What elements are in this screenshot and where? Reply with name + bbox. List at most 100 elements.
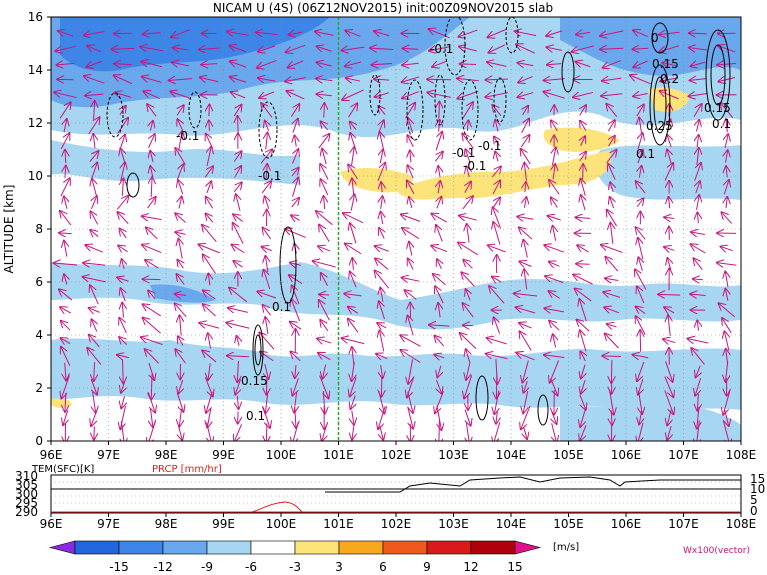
wind-vector xyxy=(408,359,412,384)
x-tick-label: 103E xyxy=(438,448,469,462)
wind-vector xyxy=(323,364,326,379)
wind-vector xyxy=(467,224,469,243)
wind-vector xyxy=(202,225,217,242)
wind-vector xyxy=(551,197,557,208)
wind-vector xyxy=(523,106,529,116)
wind-vector xyxy=(543,92,565,99)
wind-vector xyxy=(462,133,474,149)
wind-vector xyxy=(120,149,125,165)
sub-y2-tick-label: 0 xyxy=(750,504,758,518)
wind-vector xyxy=(488,245,506,253)
wind-vector xyxy=(460,333,477,350)
wind-vector xyxy=(660,91,679,100)
wind-vector xyxy=(546,47,562,50)
wind-vector xyxy=(258,78,276,81)
wind-vector xyxy=(145,349,159,364)
wind-vector xyxy=(516,44,535,54)
wind-vector xyxy=(90,162,97,182)
wind-vector xyxy=(427,92,451,97)
wind-vector xyxy=(140,47,164,51)
wind-vector xyxy=(720,103,734,119)
wind-vector xyxy=(575,62,591,67)
wind-vector xyxy=(606,104,618,118)
y-tick-label: 6 xyxy=(35,275,43,289)
wind-vector xyxy=(466,166,469,178)
wind-vector xyxy=(265,256,267,273)
wind-vector xyxy=(89,151,99,162)
wind-vector xyxy=(408,259,413,270)
sub-y-tick-label: 295 xyxy=(15,496,38,510)
wind-vector xyxy=(58,31,74,36)
wind-vector xyxy=(437,197,442,209)
wind-vector xyxy=(581,136,586,146)
y-tick-label: 4 xyxy=(35,328,43,342)
colorbar-segment xyxy=(206,540,252,555)
x-tick-label: 96E xyxy=(40,448,63,462)
wind-vector xyxy=(321,121,328,131)
sub-x-tick-label: 99E xyxy=(212,517,235,531)
wind-vector xyxy=(429,47,450,51)
contour-label: -0.1 xyxy=(452,146,475,160)
wind-vector xyxy=(697,195,700,211)
colorbar-tick-label: 12 xyxy=(463,560,478,574)
wind-vector xyxy=(494,317,501,334)
wind-vector xyxy=(439,102,440,119)
wind-vector xyxy=(722,318,732,334)
wind-vector xyxy=(317,62,332,66)
wind-vector xyxy=(577,245,589,253)
contour-label: 0.1 xyxy=(246,409,265,423)
wind-vector xyxy=(379,228,384,239)
wind-vector xyxy=(576,32,590,34)
wind-vector xyxy=(462,102,473,119)
wind-vector xyxy=(175,303,187,318)
wind-vector xyxy=(348,103,357,118)
wind-vector xyxy=(611,360,612,383)
wind-vector xyxy=(658,294,681,295)
wind-vector xyxy=(258,45,276,52)
wind-vector xyxy=(603,292,621,297)
wind-vector xyxy=(520,331,532,351)
wind-vector xyxy=(206,214,213,223)
contour-label: 0.25 xyxy=(646,119,673,133)
sub-y2-tick-label: 5 xyxy=(750,493,758,507)
wind-vector xyxy=(492,277,502,283)
prcp-line xyxy=(251,501,303,513)
wind-vector xyxy=(237,360,238,382)
wind-vector xyxy=(405,103,415,119)
wind-vector xyxy=(319,294,330,295)
wind-vector xyxy=(352,347,354,366)
wind-vector xyxy=(639,117,641,134)
wind-vector xyxy=(489,286,505,304)
wind-vector xyxy=(496,359,497,384)
wind-vector xyxy=(285,229,306,238)
wind-vector xyxy=(142,245,162,254)
wind-vector xyxy=(292,285,300,305)
wind-vector xyxy=(180,315,182,336)
sub-x-tick-label: 102E xyxy=(381,517,412,531)
colorbar-tick-label: -3 xyxy=(289,560,301,574)
wind-vector xyxy=(429,325,450,326)
wind-vector xyxy=(170,91,191,99)
wind-vector xyxy=(605,278,619,280)
sub-x-tick-label: 108E xyxy=(726,517,757,531)
wind-vector xyxy=(207,181,211,194)
wind-vector xyxy=(234,424,242,441)
wind-vector xyxy=(664,390,674,414)
sub-x-tick-label: 101E xyxy=(323,517,354,531)
wind-vector xyxy=(115,93,132,98)
wind-vector xyxy=(495,120,498,132)
wind-vector xyxy=(60,307,71,313)
wind-vector xyxy=(64,241,67,257)
wind-vector xyxy=(202,350,217,363)
wind-vector xyxy=(203,254,216,274)
wind-vector xyxy=(226,323,250,329)
x-tick-label: 97E xyxy=(97,448,120,462)
wind-vector xyxy=(207,147,211,167)
wind-vector xyxy=(379,301,385,320)
wind-vector xyxy=(400,350,421,363)
wind-vector xyxy=(201,64,218,65)
wind-vector xyxy=(487,338,507,345)
wind-vector xyxy=(209,105,210,117)
wind-vector xyxy=(637,361,645,381)
wind-vector xyxy=(434,355,445,358)
